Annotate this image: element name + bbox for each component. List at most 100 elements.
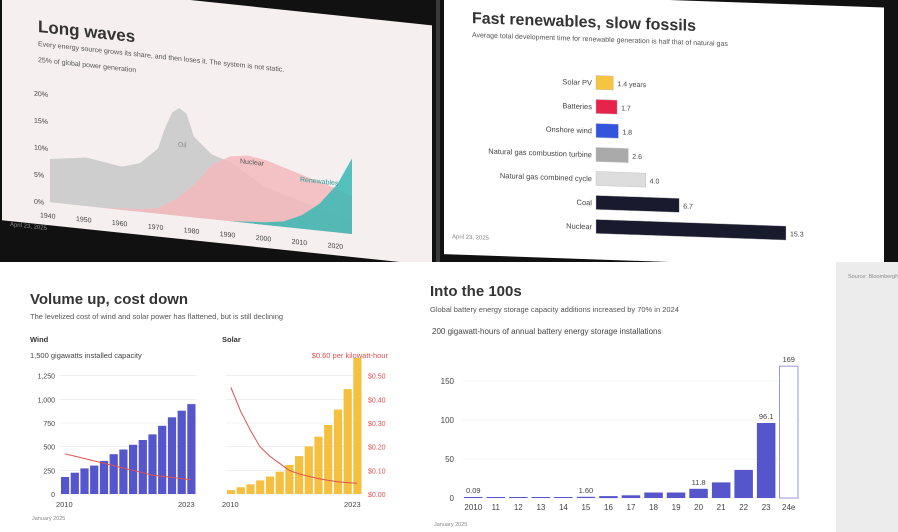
value-label: 2.6 xyxy=(632,154,642,161)
category-label: Batteries xyxy=(562,101,592,111)
y-tick-label: $0.50 xyxy=(368,374,386,381)
bar xyxy=(711,482,731,498)
value-label: 4.0 xyxy=(650,178,660,185)
y-tick-label: 0% xyxy=(34,199,44,207)
x-tick-label: 2020 xyxy=(328,242,344,251)
category-label: Onshore wind xyxy=(546,125,592,136)
value-label: 11.8 xyxy=(692,478,706,487)
category-label: Nuclear xyxy=(566,221,592,231)
solar-bar xyxy=(295,456,304,494)
solar-bar xyxy=(256,480,265,494)
bar xyxy=(531,497,551,498)
into-the-100s-panel: Source: BloombergNEF, BNI Into the 100s Gl… xyxy=(418,262,898,532)
x-tick-label: 2010 xyxy=(56,500,73,509)
wind-bar xyxy=(138,440,147,494)
chart-title: Into the 100s xyxy=(430,283,522,300)
x-tick-label: 21 xyxy=(717,503,726,512)
x-tick-label: 1980 xyxy=(184,227,200,236)
wind-bar xyxy=(129,444,138,494)
x-tick-label: 23 xyxy=(762,503,771,512)
wind-bar xyxy=(177,410,186,494)
series-area-renewables xyxy=(229,158,352,234)
x-tick-label: 1950 xyxy=(76,216,92,225)
bar xyxy=(595,75,614,91)
slide-footer: April 23, 2025 xyxy=(10,222,48,232)
panel-title: Solar xyxy=(222,335,241,344)
x-tick-label: 2010 xyxy=(292,239,308,248)
solar-bar xyxy=(333,409,343,494)
value-label: 96.1 xyxy=(759,412,774,421)
x-tick-label: 12 xyxy=(514,503,523,512)
solar-bar xyxy=(227,490,236,494)
wind-bar xyxy=(119,449,128,494)
y-tick-label: 1,250 xyxy=(37,374,55,381)
bar xyxy=(621,495,641,498)
volume-up-panel: Volume up, cost down The levelized cost o… xyxy=(0,262,418,532)
x-tick-label: 19 xyxy=(672,503,681,512)
bar xyxy=(595,171,646,188)
x-tick-label: 24e xyxy=(782,503,796,512)
x-tick-label: 1960 xyxy=(112,220,128,229)
bar xyxy=(464,497,483,498)
bar xyxy=(595,219,787,241)
y-tick-label: 50 xyxy=(445,455,454,464)
category-label: Coal xyxy=(577,198,593,208)
bar xyxy=(576,496,596,498)
solar-bar xyxy=(246,484,255,494)
y-tick-label: 15% xyxy=(34,118,48,126)
bar xyxy=(644,492,663,498)
value-label: 1.7 xyxy=(621,105,631,112)
x-tick-label: 2010 xyxy=(222,500,239,509)
slide-footer: January 2025 xyxy=(434,522,467,528)
wind-bar xyxy=(167,417,177,494)
y-tick-label: 20% xyxy=(34,91,48,99)
x-tick-label: 13 xyxy=(536,503,545,512)
y-tick-label: 1,000 xyxy=(37,397,55,404)
y-tick-label: $0.00 xyxy=(368,492,386,499)
slide-footer: April 23, 2025 xyxy=(452,234,490,241)
bar xyxy=(756,423,776,498)
solar-bar xyxy=(353,358,362,494)
x-tick-label: 20 xyxy=(694,503,703,512)
chart-title: Volume up, cost down xyxy=(30,291,188,308)
bar xyxy=(595,147,629,163)
y-tick-label: 0 xyxy=(51,492,55,499)
solar-cost-line xyxy=(230,387,358,484)
y-tick-label: 150 xyxy=(441,377,455,386)
bar xyxy=(599,496,618,499)
value-label: 1.60 xyxy=(579,486,594,495)
chart-subtitle: Global battery energy storage capacity a… xyxy=(430,305,679,314)
value-label: 0.09 xyxy=(466,486,481,495)
wind-bar xyxy=(90,465,99,494)
solar-bar xyxy=(324,425,333,494)
bar xyxy=(595,195,680,213)
y-tick-label: $0.30 xyxy=(368,421,386,428)
value-label: 169 xyxy=(782,355,795,364)
source-note: Source: BloombergNEF, BNI xyxy=(848,274,898,280)
bar xyxy=(666,492,686,498)
wind-bar xyxy=(61,477,70,494)
series-label: Oil xyxy=(178,142,187,150)
y-tick-label: $0.40 xyxy=(368,397,386,404)
into-the-100s-chart: Source: BloombergNEF, BNI Into the 100s Gl… xyxy=(430,262,898,532)
x-tick-label: 1970 xyxy=(148,224,164,233)
solar-bar xyxy=(343,389,352,494)
series-label: Nuclear xyxy=(240,158,265,168)
value-label: 1.4 years xyxy=(617,81,646,89)
panel-title: Wind xyxy=(30,335,49,344)
sidebar-strip xyxy=(836,262,898,532)
wind-bar xyxy=(70,472,79,494)
solar-bar xyxy=(275,471,284,494)
long-waves-panel: Long waves Every energy source grows its … xyxy=(0,0,436,262)
x-tick-label: 2023 xyxy=(344,500,361,509)
wind-bar xyxy=(187,404,196,494)
x-tick-label: 18 xyxy=(649,503,658,512)
x-tick-label: 2000 xyxy=(256,235,272,244)
wind-bar xyxy=(80,468,89,494)
x-tick-label: 16 xyxy=(604,503,613,512)
unit-label: $0.60 per kilowatt-hour xyxy=(312,351,389,360)
chart-subtitle: The levelized cost of wind and solar pow… xyxy=(30,312,283,321)
volume-up-chart: Volume up, cost down The levelized cost o… xyxy=(30,291,389,522)
slide-footer: January 2025 xyxy=(32,516,65,522)
